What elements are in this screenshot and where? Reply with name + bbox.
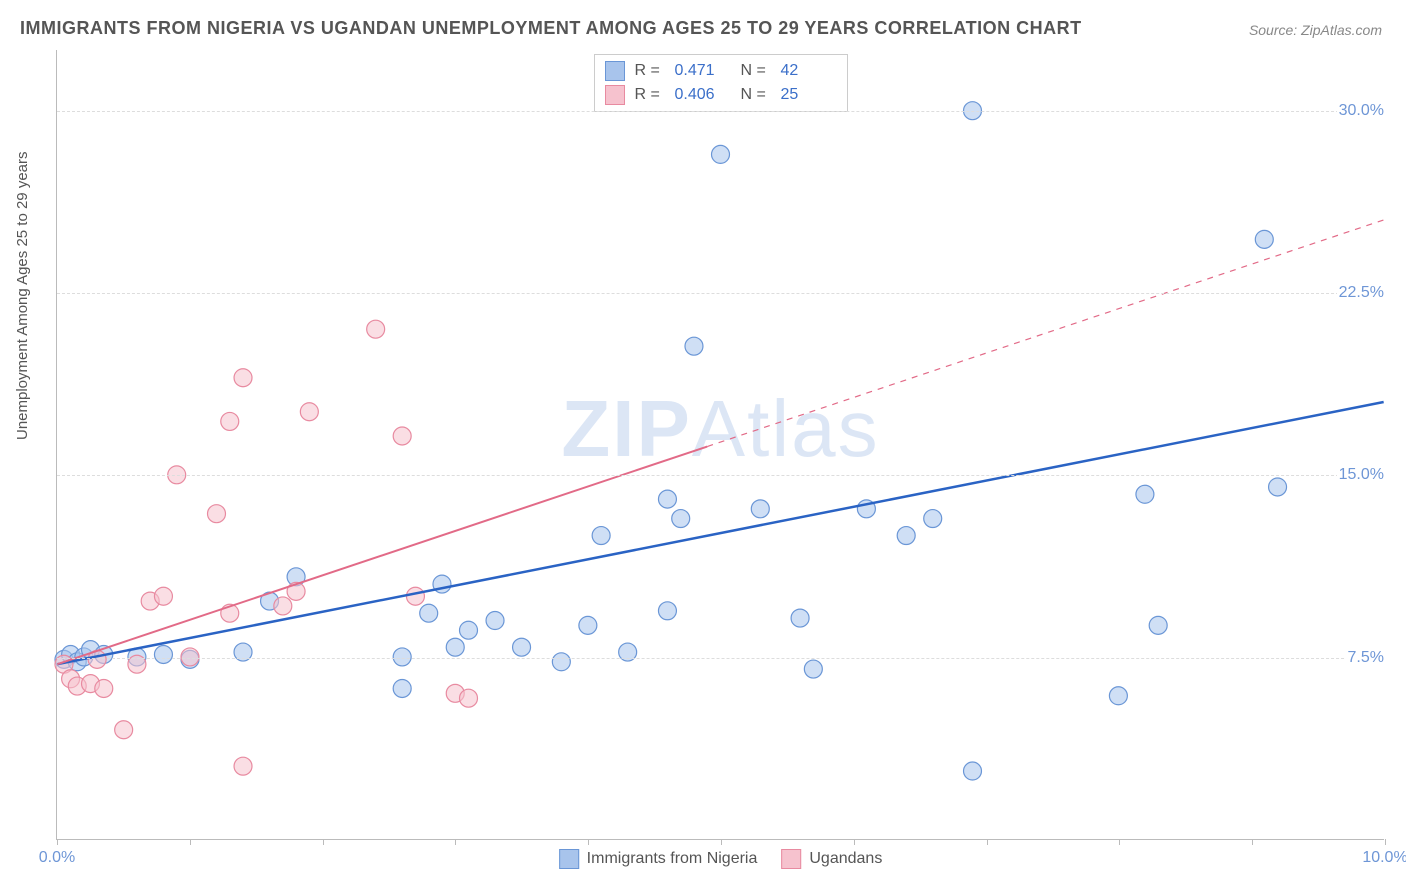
- y-tick-label: 15.0%: [1337, 466, 1386, 484]
- data-point: [208, 505, 226, 523]
- data-point: [751, 500, 769, 518]
- gridline-h: [57, 293, 1384, 294]
- data-point: [420, 604, 438, 622]
- data-point: [658, 490, 676, 508]
- data-point: [1109, 687, 1127, 705]
- data-point: [791, 609, 809, 627]
- y-tick-label: 22.5%: [1337, 284, 1386, 302]
- data-point: [393, 427, 411, 445]
- data-point: [964, 762, 982, 780]
- data-point: [486, 612, 504, 630]
- data-point: [460, 621, 478, 639]
- x-tick-label: 0.0%: [39, 849, 75, 867]
- x-tick-mark: [323, 839, 324, 845]
- x-tick-label: 10.0%: [1362, 849, 1406, 867]
- data-point: [221, 412, 239, 430]
- data-point: [712, 145, 730, 163]
- data-point: [513, 638, 531, 656]
- legend-swatch: [559, 849, 579, 869]
- data-point: [406, 587, 424, 605]
- y-tick-label: 30.0%: [1337, 102, 1386, 120]
- data-point: [552, 653, 570, 671]
- chart-title: IMMIGRANTS FROM NIGERIA VS UGANDAN UNEMP…: [20, 18, 1082, 39]
- data-point: [685, 337, 703, 355]
- plot-svg: [57, 50, 1384, 839]
- trend-line: [57, 402, 1383, 664]
- legend-item: Ugandans: [781, 849, 882, 869]
- data-point: [592, 527, 610, 545]
- gridline-h: [57, 658, 1384, 659]
- data-point: [446, 638, 464, 656]
- y-axis-label: Unemployment Among Ages 25 to 29 years: [14, 151, 31, 440]
- trend-line-extrapolated: [707, 220, 1383, 447]
- data-point: [95, 679, 113, 697]
- data-point: [367, 320, 385, 338]
- source-attribution: Source: ZipAtlas.com: [1249, 22, 1382, 38]
- data-point: [658, 602, 676, 620]
- data-point: [924, 510, 942, 528]
- data-point: [274, 597, 292, 615]
- y-tick-label: 7.5%: [1346, 649, 1386, 667]
- legend-item: Immigrants from Nigeria: [559, 849, 758, 869]
- legend-swatch: [781, 849, 801, 869]
- data-point: [1255, 230, 1273, 248]
- x-tick-mark: [455, 839, 456, 845]
- data-point: [234, 369, 252, 387]
- data-point: [393, 679, 411, 697]
- data-point: [300, 403, 318, 421]
- data-point: [154, 587, 172, 605]
- x-tick-mark: [721, 839, 722, 845]
- data-point: [579, 616, 597, 634]
- data-point: [154, 646, 172, 664]
- data-point: [1269, 478, 1287, 496]
- data-point: [460, 689, 478, 707]
- data-point: [672, 510, 690, 528]
- plot-area: ZIPAtlas R =0.471N =42R =0.406N =25 Immi…: [56, 50, 1384, 840]
- x-tick-mark: [57, 839, 58, 845]
- legend-label: Immigrants from Nigeria: [587, 850, 758, 868]
- data-point: [897, 527, 915, 545]
- x-tick-mark: [1252, 839, 1253, 845]
- x-tick-mark: [588, 839, 589, 845]
- data-point: [804, 660, 822, 678]
- x-tick-mark: [1119, 839, 1120, 845]
- gridline-h: [57, 475, 1384, 476]
- data-point: [234, 757, 252, 775]
- chart-container: IMMIGRANTS FROM NIGERIA VS UGANDAN UNEMP…: [0, 0, 1406, 892]
- series-legend: Immigrants from Nigeria Ugandans: [559, 849, 883, 869]
- data-point: [1136, 485, 1154, 503]
- x-tick-mark: [987, 839, 988, 845]
- legend-label: Ugandans: [809, 850, 882, 868]
- data-point: [1149, 616, 1167, 634]
- x-tick-mark: [190, 839, 191, 845]
- data-point: [115, 721, 133, 739]
- gridline-h: [57, 111, 1384, 112]
- x-tick-mark: [854, 839, 855, 845]
- x-tick-mark: [1385, 839, 1386, 845]
